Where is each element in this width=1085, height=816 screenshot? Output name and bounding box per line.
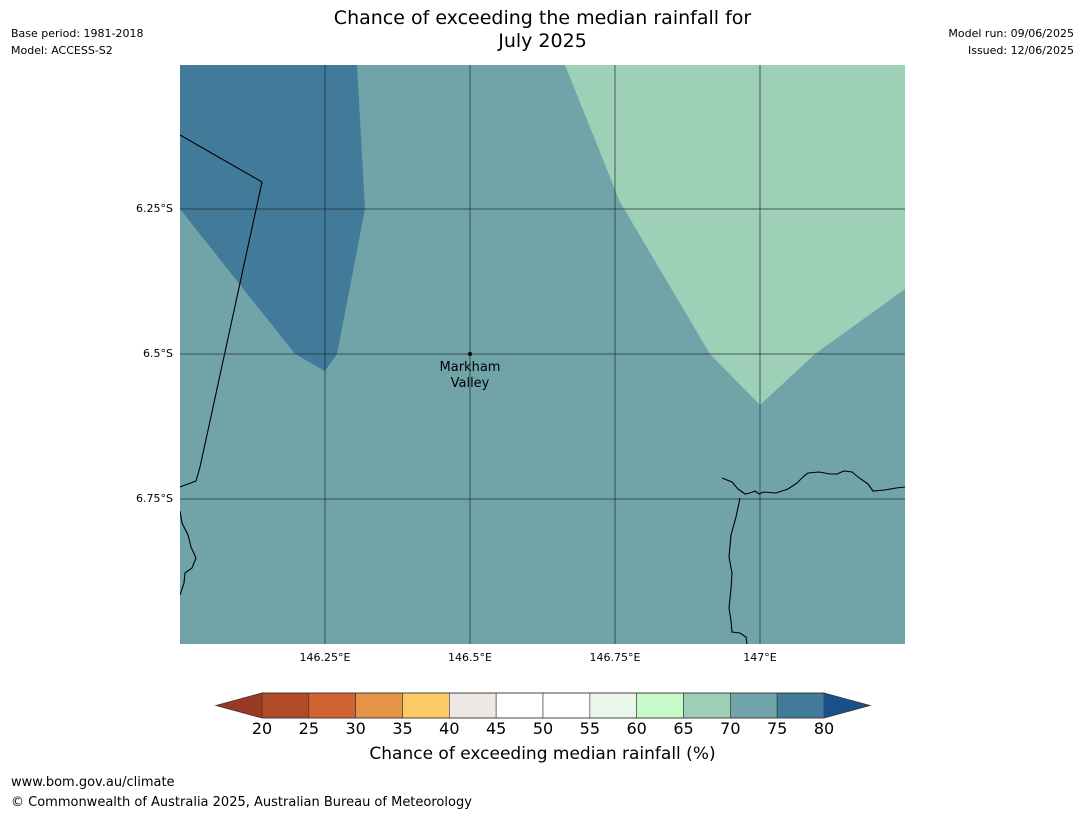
colorbar-bin-70-75 bbox=[730, 692, 778, 719]
colorbar-tick-label: 55 bbox=[579, 719, 601, 738]
model-run-text: Model run: 09/06/2025 bbox=[948, 27, 1074, 40]
model-text: Model: ACCESS-S2 bbox=[11, 44, 113, 57]
colorbar-canvas bbox=[214, 692, 872, 719]
footer-url: www.bom.gov.au/climate bbox=[11, 775, 175, 790]
colorbar-bin-35-40 bbox=[402, 692, 450, 719]
region-75-80 bbox=[180, 65, 365, 371]
lon-tick-label: 146.5°E bbox=[448, 651, 492, 664]
base-period-text: Base period: 1981-2018 bbox=[11, 27, 144, 40]
colorbar-tick-label: 20 bbox=[251, 719, 273, 738]
colorbar-tick-label: 65 bbox=[673, 719, 694, 738]
colorbar-label: Chance of exceeding median rainfall (%) bbox=[369, 744, 716, 764]
issued-text: Issued: 12/06/2025 bbox=[967, 44, 1074, 57]
lon-tick-label: 147°E bbox=[743, 651, 777, 664]
colorbar-bin-30-35 bbox=[355, 692, 403, 719]
lat-tick-label: 6.5°S bbox=[143, 347, 173, 360]
colorbar-bin-55-60 bbox=[589, 692, 637, 719]
colorbar-tick-label: 70 bbox=[720, 719, 741, 738]
lat-tick-label: 6.25°S bbox=[136, 202, 173, 215]
colorbar-bin-65-70 bbox=[683, 692, 731, 719]
forecast-meta-right: Model run: 09/06/2025 Issued: 12/06/2025 bbox=[948, 25, 1074, 59]
rainfall-map bbox=[180, 65, 905, 644]
colorbar-tick-label: 40 bbox=[439, 719, 460, 738]
colorbar bbox=[200, 688, 890, 724]
colorbar-tick-label: 75 bbox=[766, 719, 788, 738]
forecast-meta-left: Base period: 1981-2018 Model: ACCESS-S2 bbox=[11, 25, 143, 59]
graticule bbox=[180, 65, 905, 644]
colorbar-bin-50-55 bbox=[542, 692, 591, 719]
colorbar-tick-label: 25 bbox=[298, 719, 320, 738]
lon-tick-label: 146.25°E bbox=[299, 651, 351, 664]
place-marker-markham-valley bbox=[468, 352, 472, 356]
colorbar-outline bbox=[214, 692, 872, 719]
map-title: Chance of exceeding the median rainfall … bbox=[0, 7, 1085, 53]
rainfall-map-canvas bbox=[180, 65, 905, 644]
colorbar-bin-20-25 bbox=[261, 692, 310, 719]
border-line bbox=[180, 134, 263, 488]
lon-tick-label: 146.75°E bbox=[589, 651, 641, 664]
footer-copyright: © Commonwealth of Australia 2025, Austra… bbox=[11, 795, 472, 810]
colorbar-bin-75-80 bbox=[776, 692, 825, 719]
colorbar-tick-label: 50 bbox=[532, 719, 554, 738]
region-65-70 bbox=[565, 65, 905, 405]
colorbar-bin-60-65 bbox=[636, 692, 684, 719]
colorbar-bin-45-50 bbox=[495, 692, 544, 719]
colorbar-under-extension bbox=[216, 693, 262, 718]
lat-tick-label: 6.75°S bbox=[136, 492, 173, 505]
colorbar-tick-label: 35 bbox=[392, 719, 413, 738]
map-title-line1: Chance of exceeding the median rainfall … bbox=[333, 7, 752, 29]
colorbar-bin-25-30 bbox=[308, 692, 356, 719]
colorbar-tick-label: 30 bbox=[345, 719, 366, 738]
colorbar-tick-label: 45 bbox=[485, 719, 507, 738]
coastline-east bbox=[721, 470, 905, 495]
colorbar-bin-40-45 bbox=[449, 692, 497, 719]
colorbar-tick-label: 80 bbox=[813, 719, 835, 738]
map-title-line2: July 2025 bbox=[498, 30, 587, 52]
colorbar-tick-label: 60 bbox=[626, 719, 647, 738]
colorbar-over-extension bbox=[824, 693, 870, 718]
place-label-markham-valley: Markham Valley bbox=[439, 360, 501, 391]
coastline-river bbox=[728, 497, 748, 644]
coastline-west bbox=[180, 510, 197, 596]
